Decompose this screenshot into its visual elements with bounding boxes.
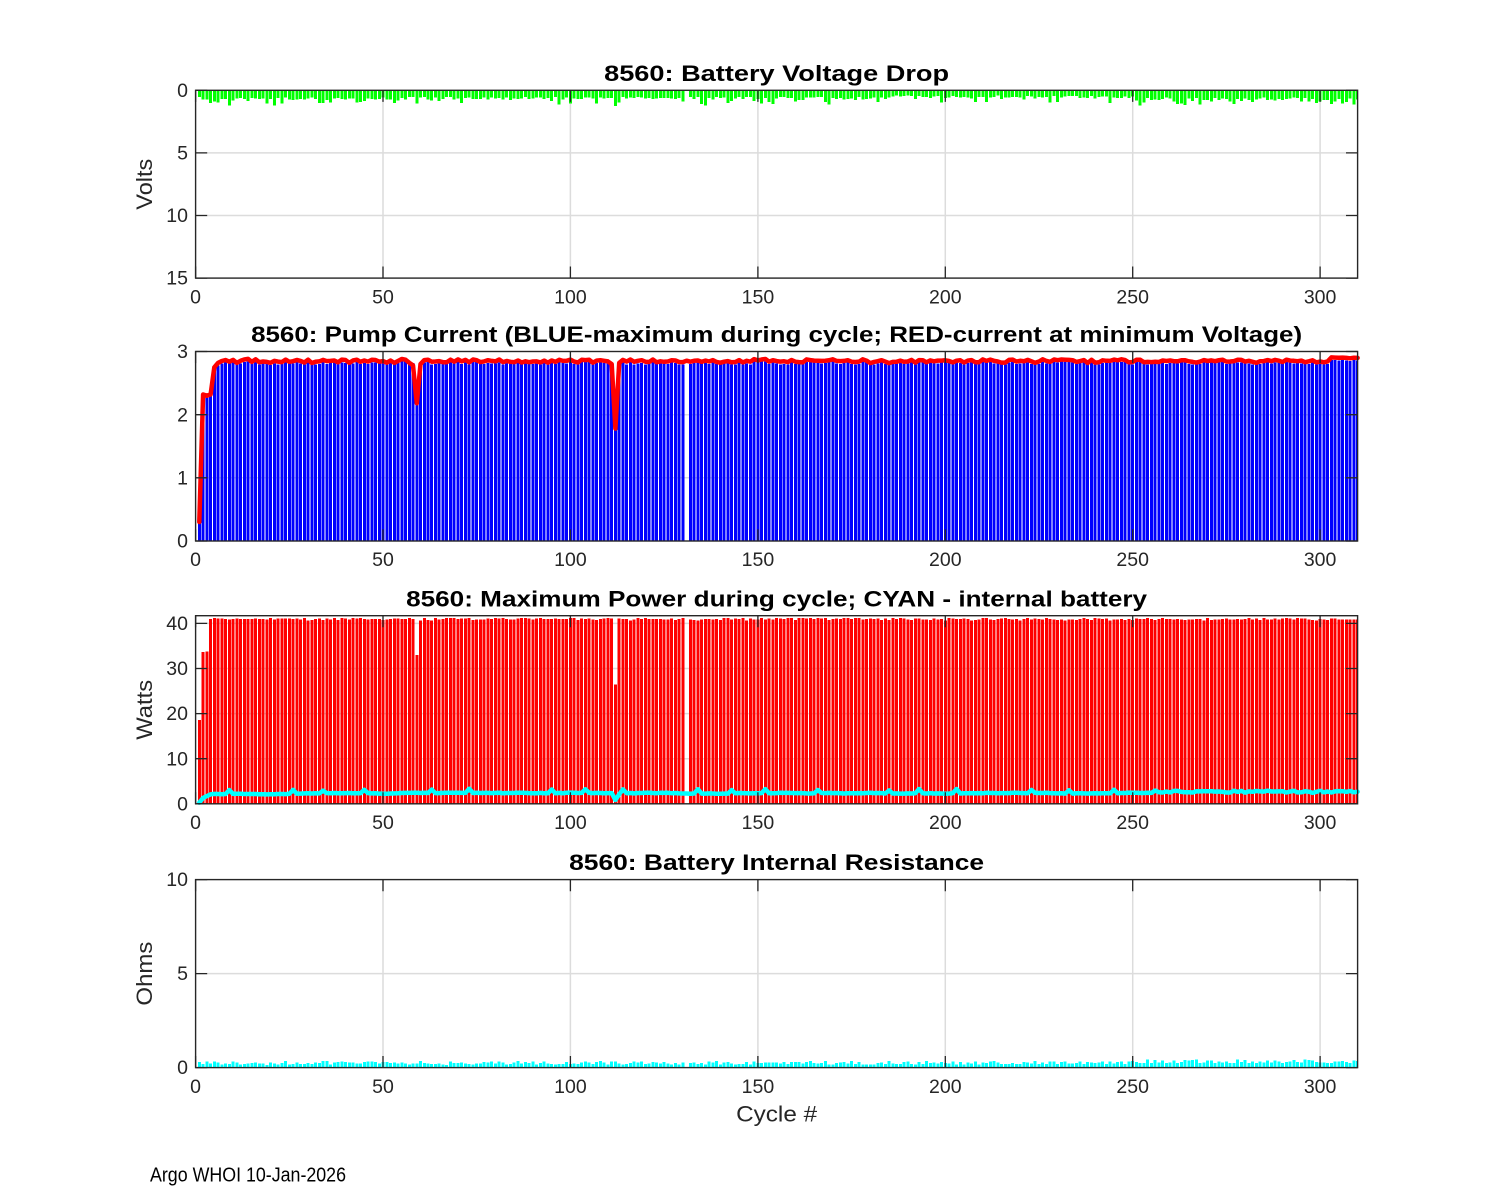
svg-text:150: 150 [742,1076,775,1098]
svg-text:Cycle #: Cycle # [736,1102,818,1127]
svg-text:Ohms: Ohms [132,942,157,1006]
svg-text:100: 100 [554,286,587,308]
svg-text:250: 250 [1116,812,1149,834]
svg-text:Volts: Volts [132,159,157,210]
svg-text:2: 2 [177,404,188,426]
svg-text:150: 150 [742,549,775,571]
svg-text:0: 0 [190,812,201,834]
svg-text:200: 200 [929,549,962,571]
svg-text:0: 0 [190,1076,201,1098]
svg-text:100: 100 [554,549,587,571]
svg-text:10: 10 [166,748,188,770]
svg-text:0: 0 [177,1057,188,1079]
svg-text:0: 0 [177,80,188,102]
svg-text:250: 250 [1116,549,1149,571]
svg-text:8560: Battery Voltage Drop: 8560: Battery Voltage Drop [604,61,949,86]
svg-text:30: 30 [166,658,188,680]
svg-text:10: 10 [166,205,188,227]
svg-text:3: 3 [177,341,188,363]
svg-text:0: 0 [177,531,188,553]
svg-text:50: 50 [372,1076,394,1098]
svg-text:50: 50 [372,812,394,834]
svg-text:200: 200 [929,286,962,308]
svg-text:15: 15 [166,268,188,290]
svg-text:300: 300 [1304,286,1337,308]
svg-text:Watts: Watts [132,680,157,740]
svg-text:250: 250 [1116,1076,1149,1098]
svg-text:5: 5 [177,143,188,165]
svg-text:10: 10 [166,869,188,891]
svg-text:0: 0 [190,286,201,308]
svg-text:100: 100 [554,1076,587,1098]
svg-text:150: 150 [742,286,775,308]
svg-text:40: 40 [166,613,188,635]
svg-text:0: 0 [177,793,188,815]
svg-text:8560: Battery Internal Resista: 8560: Battery Internal Resistance [569,850,984,875]
svg-text:300: 300 [1304,549,1337,571]
svg-text:0: 0 [190,549,201,571]
svg-text:50: 50 [372,549,394,571]
svg-text:200: 200 [929,1076,962,1098]
svg-text:8560: Maximum Power during cyc: 8560: Maximum Power during cycle; CYAN -… [406,586,1148,611]
svg-text:300: 300 [1304,1076,1337,1098]
svg-text:50: 50 [372,286,394,308]
svg-text:200: 200 [929,812,962,834]
svg-text:20: 20 [166,703,188,725]
svg-text:300: 300 [1304,812,1337,834]
svg-text:5: 5 [177,963,188,985]
svg-text:Argo WHOI 10-Jan-2026: Argo WHOI 10-Jan-2026 [150,1164,346,1187]
svg-text:8560: Pump Current (BLUE-maxim: 8560: Pump Current (BLUE-maximum during … [251,322,1302,347]
svg-text:250: 250 [1116,286,1149,308]
svg-text:100: 100 [554,812,587,834]
svg-text:1: 1 [177,467,188,489]
svg-text:150: 150 [742,812,775,834]
